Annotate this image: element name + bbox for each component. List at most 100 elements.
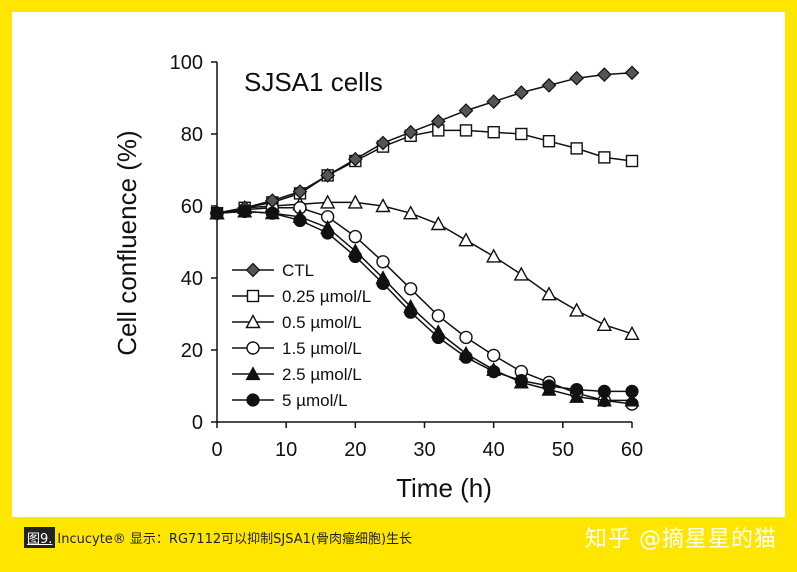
data-point — [376, 255, 390, 269]
data-point — [570, 142, 583, 155]
legend-item: 1.5 µmol/L — [232, 339, 362, 358]
data-point — [514, 374, 528, 388]
data-point — [487, 365, 501, 379]
data-point — [596, 392, 612, 407]
data-point — [541, 286, 557, 301]
legend-label: 2.5 µmol/L — [282, 365, 362, 384]
data-point — [431, 309, 446, 323]
series-line — [216, 72, 633, 214]
data-point — [541, 78, 557, 93]
data-point — [430, 216, 447, 231]
legend-marker — [245, 366, 261, 381]
data-point — [513, 85, 529, 100]
data-point — [348, 229, 363, 244]
data-point — [569, 389, 585, 403]
data-point — [458, 232, 474, 247]
series-1-5-mol-l — [210, 201, 639, 411]
series-ctl — [209, 65, 640, 221]
legend-item: 2.5 µmol/L — [232, 365, 362, 384]
data-point — [486, 94, 502, 109]
legend-label: 1.5 µmol/L — [282, 339, 362, 358]
data-point — [404, 305, 418, 319]
data-point — [347, 194, 364, 209]
data-point — [624, 325, 640, 340]
data-point — [487, 125, 500, 139]
data-point — [459, 350, 473, 364]
legend-item: 0.25 µmol/L — [232, 287, 371, 306]
data-point — [292, 184, 308, 199]
y-tick-label: 40 — [181, 268, 203, 290]
series-line — [216, 129, 633, 214]
figure-panel: SJSA1 cells Time (h) Cell confluence (%)… — [12, 12, 785, 517]
data-point — [321, 226, 335, 240]
y-tick-label: 80 — [181, 124, 203, 146]
data-point — [459, 124, 473, 137]
data-point — [624, 65, 640, 81]
data-point — [375, 198, 391, 213]
data-point — [568, 302, 585, 317]
figure-number-badge: 图9. — [24, 526, 56, 548]
watermark: 知乎 @摘星星的猫 — [585, 527, 777, 552]
x-tick-label: 0 — [211, 439, 222, 461]
x-tick-label: 40 — [483, 439, 505, 461]
legend-marker — [245, 262, 261, 278]
data-point — [320, 168, 336, 183]
data-point — [238, 204, 252, 218]
legend-item: 5 µmol/L — [232, 391, 348, 410]
series-line — [216, 210, 632, 393]
y-tick-label: 60 — [181, 196, 203, 218]
legend-item: 0.5 µmol/L — [232, 313, 362, 332]
legend-marker — [246, 393, 260, 407]
data-point — [403, 282, 418, 296]
data-point — [459, 330, 473, 345]
legend-marker — [246, 289, 260, 303]
data-point — [293, 213, 307, 227]
data-point — [265, 206, 279, 220]
data-point — [596, 316, 613, 331]
data-point — [458, 103, 474, 118]
series-line — [216, 210, 632, 402]
data-point — [402, 205, 419, 220]
x-axis-title: Time (h) — [396, 473, 492, 503]
data-point — [348, 249, 362, 263]
data-point — [430, 114, 446, 129]
data-point — [319, 194, 336, 209]
data-point — [625, 384, 639, 398]
data-point — [210, 206, 224, 220]
data-point — [376, 276, 390, 290]
data-point — [596, 67, 612, 82]
data-point — [513, 266, 530, 281]
data-point — [570, 383, 584, 397]
x-tick-label: 60 — [621, 439, 643, 461]
data-point — [542, 379, 556, 393]
x-tick-label: 30 — [413, 439, 435, 461]
x-tick-label: 10 — [275, 439, 297, 461]
data-point — [347, 151, 363, 167]
legend-marker — [245, 314, 261, 329]
legend-item: CTL — [232, 261, 314, 280]
data-point — [486, 348, 501, 363]
legend-label: 0.25 µmol/L — [282, 287, 371, 306]
figure-caption: 图9. Incucyte® 显示：RG7112可以抑制SJSA1(骨肉瘤细胞)生… — [24, 526, 412, 548]
y-tick-label: 100 — [170, 52, 203, 74]
data-point — [625, 154, 639, 168]
data-point — [403, 124, 419, 140]
data-point — [375, 135, 391, 151]
data-point — [515, 127, 528, 141]
data-point — [597, 384, 611, 398]
legend-label: 5 µmol/L — [282, 391, 348, 410]
series-2-5-mol-l — [209, 203, 640, 407]
legend-label: 0.5 µmol/L — [282, 313, 362, 332]
data-point — [431, 330, 445, 344]
line-chart: SJSA1 cells Time (h) Cell confluence (%)… — [112, 52, 643, 503]
data-point — [542, 134, 556, 148]
data-point — [569, 70, 585, 86]
series-line — [216, 201, 633, 335]
y-axis-title: Cell confluence (%) — [112, 130, 142, 355]
y-tick-label: 20 — [181, 340, 203, 362]
legend-marker — [246, 341, 260, 355]
chart-title: SJSA1 cells — [244, 67, 383, 97]
x-tick-label: 50 — [552, 439, 574, 461]
y-tick-label: 0 — [192, 412, 203, 434]
caption-text: Incucyte® 显示：RG7112可以抑制SJSA1(骨肉瘤细胞)生长 — [57, 531, 413, 547]
